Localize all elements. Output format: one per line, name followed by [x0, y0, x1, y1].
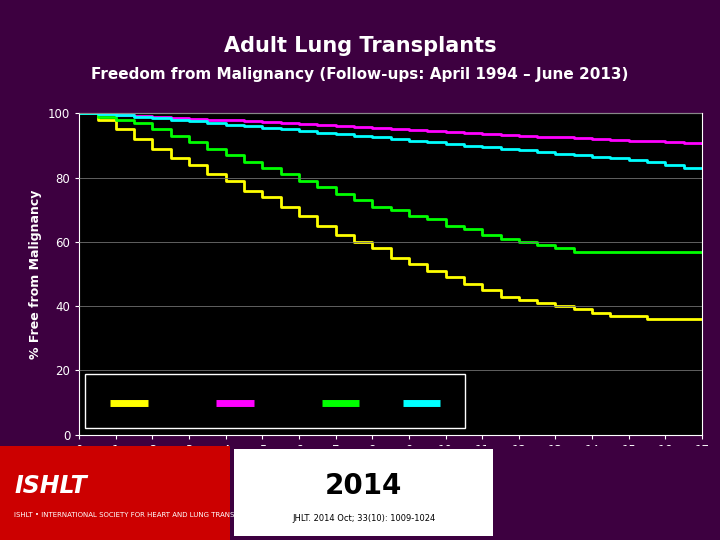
Bar [0, 446, 230, 540]
Bar [86, 374, 465, 428]
Y-axis label: % Free from Malignancy: % Free from Malignancy [30, 190, 42, 359]
Text: ISHLT: ISHLT [14, 474, 87, 498]
X-axis label: Years: Years [369, 462, 412, 476]
Text: ISHLT • INTERNATIONAL SOCIETY FOR HEART AND LUNG TRANSPLANTATION: ISHLT • INTERNATIONAL SOCIETY FOR HEART … [14, 512, 278, 518]
Text: Freedom from Malignancy (Follow-ups: April 1994 – June 2013): Freedom from Malignancy (Follow-ups: Apr… [91, 67, 629, 82]
Bar [234, 449, 493, 536]
Text: 2014: 2014 [325, 472, 402, 500]
Text: JHLT. 2014 Oct; 33(10): 1009-1024: JHLT. 2014 Oct; 33(10): 1009-1024 [292, 514, 435, 523]
Text: Adult Lung Transplants: Adult Lung Transplants [224, 36, 496, 56]
